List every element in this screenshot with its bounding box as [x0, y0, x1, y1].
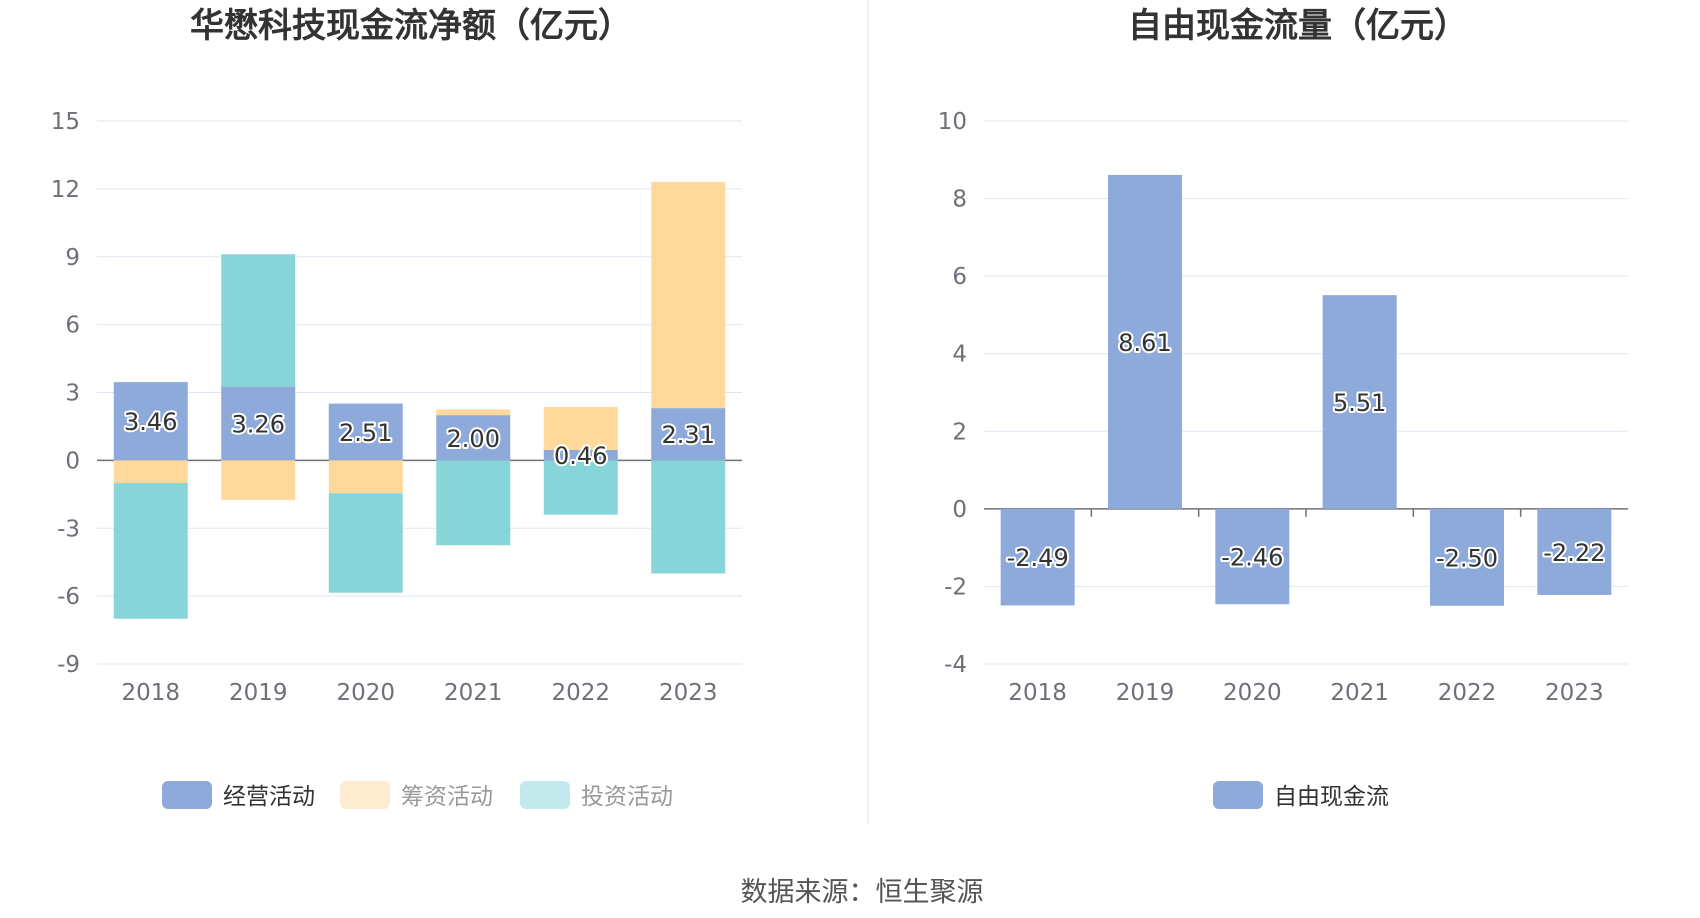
x-tick-label: 2019: [229, 680, 288, 706]
source-note: 数据来源：恒生聚源: [741, 877, 984, 908]
cashflow-chart: 15 12 9 6 3 0 -3 -6 -9 2018 2019 2020 2021 2022 2023 3.…: [51, 109, 742, 706]
bar-operating: [543, 449, 618, 461]
bar-fcf: [1322, 295, 1397, 509]
y-tick-label: 9: [65, 245, 80, 271]
data-label: 2.31: [662, 421, 715, 449]
legend-swatch[interactable]: [162, 781, 212, 809]
y-tick-label: -3: [57, 516, 80, 542]
bar-investing: [113, 483, 188, 619]
data-label: 2.51: [339, 419, 392, 447]
x-tick-label: 2021: [444, 680, 503, 706]
legend-swatch[interactable]: [340, 781, 390, 809]
x-tick-label: 2020: [336, 680, 395, 706]
legend-label[interactable]: 筹资活动: [401, 784, 493, 810]
y-tick-label: 2: [952, 419, 967, 445]
y-tick-label: 0: [65, 448, 80, 474]
data-label: 8.61: [1118, 329, 1171, 357]
legend-swatch[interactable]: [1213, 781, 1263, 809]
legend-label[interactable]: 自由现金流: [1274, 784, 1389, 810]
bar-fcf: [1537, 508, 1612, 595]
y-tick-label: 10: [938, 109, 967, 135]
chart2-legend: 自由现金流: [1213, 781, 1389, 810]
bar-fcf: [1000, 508, 1075, 606]
bar-fcf: [1215, 508, 1290, 605]
x-tick-label: 2021: [1330, 680, 1389, 706]
y-tick-label: -9: [57, 652, 80, 678]
bar-operating: [328, 403, 403, 461]
bar-operating: [651, 408, 726, 461]
data-label: 3.26: [232, 410, 285, 438]
y-tick-label: -2: [944, 574, 967, 600]
y-tick-label: 8: [952, 187, 967, 213]
y-tick-label: 6: [952, 264, 967, 290]
x-tick-label: 2018: [121, 680, 180, 706]
chart1-legend: 经营活动 筹资活动 投资活动: [162, 781, 673, 810]
bar-fcf: [1430, 508, 1504, 606]
fcf-chart: 10 8 6 4 2 0 -2 -4 2018 -2.49 2019 8.61 2020 -2.46 202…: [938, 109, 1628, 706]
data-label: 0.46: [554, 442, 607, 470]
bar-operating: [113, 382, 188, 461]
bar-investing: [436, 460, 511, 546]
data-label: -2.46: [1221, 544, 1283, 572]
bar-investing: [221, 254, 296, 387]
y-tick-label: -4: [944, 652, 967, 678]
chart2-title: 自由现金流量（亿元）: [1128, 6, 1468, 46]
data-label: 2.00: [447, 425, 500, 453]
x-tick-label: 2023: [659, 680, 718, 706]
bar-investing: [328, 493, 403, 593]
bar-financing: [543, 406, 618, 450]
y-tick-label: 15: [51, 109, 80, 135]
bar-investing: [651, 460, 726, 574]
data-label: -2.22: [1543, 539, 1605, 567]
bar-financing: [221, 460, 296, 500]
y-tick-label: 0: [952, 497, 967, 523]
legend-label[interactable]: 经营活动: [223, 784, 315, 810]
data-label: -2.50: [1436, 544, 1498, 572]
y-tick-label: -6: [57, 584, 80, 610]
x-tick-label: 2019: [1116, 680, 1175, 706]
bar-financing: [113, 460, 188, 483]
x-tick-label: 2018: [1008, 680, 1067, 706]
bar-investing: [543, 460, 618, 515]
legend-swatch[interactable]: [520, 781, 570, 809]
x-tick-label: 2020: [1223, 680, 1282, 706]
x-tick-label: 2022: [1438, 680, 1497, 706]
bar-financing: [651, 181, 726, 409]
y-tick-label: 12: [51, 177, 80, 203]
bar-fcf: [1108, 174, 1182, 509]
x-tick-label: 2022: [551, 680, 610, 706]
data-label: 3.46: [124, 408, 177, 436]
data-label: -2.49: [1007, 544, 1069, 572]
legend-label[interactable]: 投资活动: [581, 784, 673, 810]
y-tick-label: 3: [65, 381, 80, 407]
bar-operating: [436, 415, 511, 461]
bar-operating: [221, 386, 296, 461]
y-tick-label: 4: [952, 342, 967, 368]
data-label: 5.51: [1333, 389, 1386, 417]
y-tick-label: 6: [65, 313, 80, 339]
x-tick-label: 2023: [1545, 680, 1604, 706]
bar-financing: [436, 409, 511, 416]
bar-financing: [328, 460, 403, 494]
chart1-title: 华懋科技现金流净额（亿元）: [190, 6, 632, 46]
